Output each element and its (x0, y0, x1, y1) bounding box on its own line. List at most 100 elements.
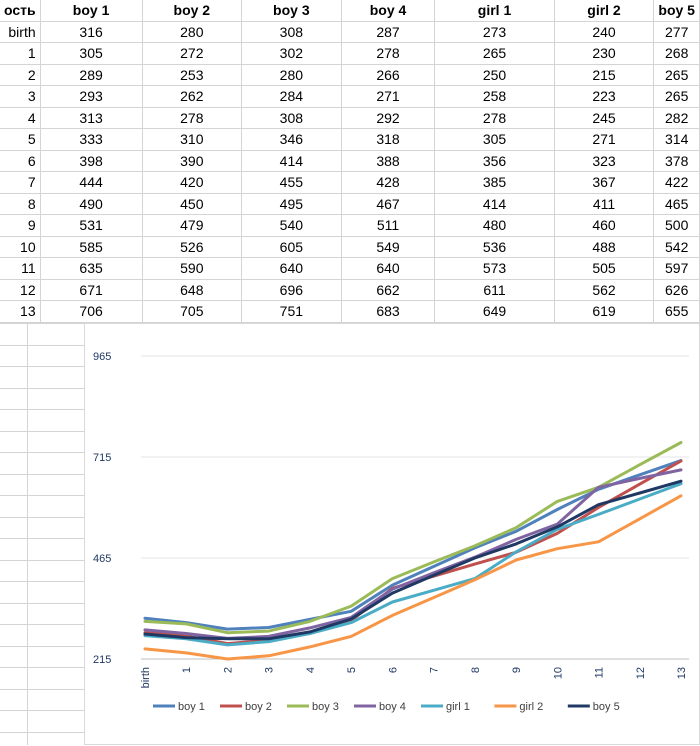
table-cell[interactable]: 505 (554, 257, 655, 280)
table-cell[interactable]: 536 (434, 236, 555, 258)
row-label-cell[interactable]: 3 (0, 85, 41, 108)
row-label-cell[interactable]: 10 (0, 236, 41, 258)
column-header[interactable]: boy 5 (653, 0, 700, 22)
table-cell[interactable]: 671 (40, 279, 143, 301)
table-cell[interactable]: 318 (341, 128, 436, 151)
series-line-girl-2[interactable] (143, 494, 683, 661)
table-cell[interactable]: 265 (653, 64, 700, 86)
table-cell[interactable]: 262 (142, 85, 243, 108)
table-cell[interactable]: 268 (653, 42, 700, 65)
table-cell[interactable]: 278 (341, 42, 436, 65)
table-cell[interactable]: 271 (341, 85, 436, 108)
table-cell[interactable]: 265 (653, 85, 700, 108)
table-cell[interactable]: 455 (241, 171, 342, 194)
table-cell[interactable]: 460 (554, 214, 655, 237)
row-label-cell[interactable]: 4 (0, 107, 41, 129)
table-cell[interactable]: 640 (341, 257, 436, 280)
column-header[interactable]: girl 2 (554, 0, 655, 22)
column-header[interactable]: boy 4 (341, 0, 436, 22)
table-cell[interactable]: 648 (142, 279, 243, 301)
table-cell[interactable]: 626 (653, 279, 700, 301)
series-line-boy-4[interactable] (143, 468, 683, 640)
table-cell[interactable]: 356 (434, 150, 555, 172)
table-cell[interactable]: 531 (40, 214, 143, 237)
table-cell[interactable]: 305 (434, 128, 555, 151)
column-header[interactable]: boy 2 (142, 0, 243, 22)
table-cell[interactable]: 444 (40, 171, 143, 194)
table-cell[interactable]: 289 (40, 64, 143, 86)
table-cell[interactable]: 253 (142, 64, 243, 86)
table-cell[interactable]: 526 (142, 236, 243, 258)
table-cell[interactable]: 751 (241, 300, 342, 323)
table-cell[interactable]: 273 (434, 21, 555, 43)
table-cell[interactable]: 305 (40, 42, 143, 65)
legend-entry[interactable]: boy 4 (379, 701, 406, 713)
table-cell[interactable]: 585 (40, 236, 143, 258)
table-cell[interactable]: 705 (142, 300, 243, 323)
table-cell[interactable]: 277 (653, 21, 700, 43)
row-label-cell[interactable]: 13 (0, 300, 41, 323)
legend-entry[interactable]: boy 1 (178, 701, 205, 713)
table-cell[interactable]: 293 (40, 85, 143, 108)
table-cell[interactable]: 314 (653, 128, 700, 151)
row-label-cell[interactable]: 11 (0, 257, 41, 280)
series-line-girl-1[interactable] (143, 482, 683, 647)
table-cell[interactable]: 223 (554, 85, 655, 108)
table-cell[interactable]: 511 (341, 214, 436, 237)
table-cell[interactable]: 271 (554, 128, 655, 151)
row-label-cell[interactable]: 2 (0, 64, 41, 86)
table-cell[interactable]: 649 (434, 300, 555, 323)
table-cell[interactable]: 655 (653, 300, 700, 323)
data-table[interactable]: ость boy 1 boy 2 boy 3 boy 4 girl 1 girl 2 boy … (0, 0, 700, 323)
table-cell[interactable]: 480 (434, 214, 555, 237)
legend-entry[interactable]: girl 1 (446, 701, 470, 713)
table-cell[interactable]: 414 (241, 150, 342, 172)
legend-entry[interactable]: girl 2 (519, 701, 543, 713)
table-cell[interactable]: 280 (142, 21, 243, 43)
table-cell[interactable]: 490 (40, 193, 143, 215)
table-cell[interactable]: 420 (142, 171, 243, 194)
table-cell[interactable]: 422 (653, 171, 700, 194)
series-line-boy-3[interactable] (143, 441, 683, 635)
table-cell[interactable]: 292 (341, 107, 436, 129)
table-cell[interactable]: 278 (142, 107, 243, 129)
row-label-cell[interactable]: 9 (0, 214, 41, 237)
table-cell[interactable]: 662 (341, 279, 436, 301)
table-cell[interactable]: 250 (434, 64, 555, 86)
table-cell[interactable]: 573 (434, 257, 555, 280)
table-cell[interactable]: 398 (40, 150, 143, 172)
row-header-label[interactable]: ость (0, 0, 41, 22)
table-cell[interactable]: 215 (554, 64, 655, 86)
table-cell[interactable]: 465 (653, 193, 700, 215)
table-cell[interactable]: 619 (554, 300, 655, 323)
table-cell[interactable]: 265 (434, 42, 555, 65)
table-cell[interactable]: 284 (241, 85, 342, 108)
table-cell[interactable]: 597 (653, 257, 700, 280)
table-cell[interactable]: 258 (434, 85, 555, 108)
table-cell[interactable]: 245 (554, 107, 655, 129)
table-cell[interactable]: 428 (341, 171, 436, 194)
legend-entry[interactable]: boy 2 (245, 701, 272, 713)
column-header[interactable]: boy 1 (40, 0, 143, 22)
table-cell[interactable]: 640 (241, 257, 342, 280)
table-cell[interactable]: 308 (241, 107, 342, 129)
table-cell[interactable]: 500 (653, 214, 700, 237)
table-cell[interactable]: 479 (142, 214, 243, 237)
table-cell[interactable]: 414 (434, 193, 555, 215)
table-cell[interactable]: 635 (40, 257, 143, 280)
row-label-cell[interactable]: birth (0, 21, 41, 43)
table-cell[interactable]: 272 (142, 42, 243, 65)
table-cell[interactable]: 450 (142, 193, 243, 215)
table-cell[interactable]: 333 (40, 128, 143, 151)
table-cell[interactable]: 611 (434, 279, 555, 301)
table-cell[interactable]: 302 (241, 42, 342, 65)
table-cell[interactable]: 590 (142, 257, 243, 280)
table-cell[interactable]: 542 (653, 236, 700, 258)
row-label-cell[interactable]: 12 (0, 279, 41, 301)
table-cell[interactable]: 549 (341, 236, 436, 258)
row-label-cell[interactable]: 1 (0, 42, 41, 65)
table-cell[interactable]: 388 (341, 150, 436, 172)
table-cell[interactable]: 240 (554, 21, 655, 43)
table-cell[interactable]: 308 (241, 21, 342, 43)
